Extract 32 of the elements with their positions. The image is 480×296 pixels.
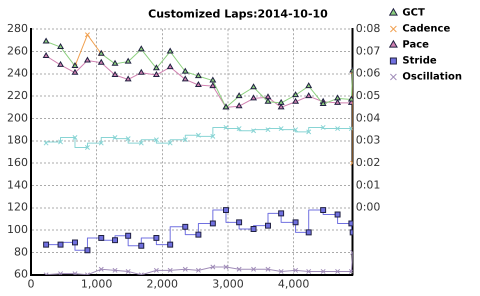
y-tick-label: 160 [6,156,28,170]
y2-tick-label: 0:06 [356,66,380,80]
y2-tick-label: 0:02 [356,156,380,170]
y-tick-label: 220 [6,89,28,102]
y-tick-label: 200 [6,111,28,124]
y2-tick-label: 0:07 [356,44,380,58]
x-tick-label: 4,000 [278,277,310,290]
y-tick-label: 140 [6,178,28,192]
y2-tick-label: 0:00 [356,200,380,214]
y2-tick-label: 0:04 [356,111,380,124]
y-tick-label: 100 [6,223,28,236]
x-tick-label: 2,000 [146,277,178,290]
y-tick-label: 260 [6,44,28,58]
y2-tick-label: 0:01 [356,178,380,192]
legend-label: Cadence [402,24,450,35]
y2-tick-label: 0:03 [356,134,380,147]
y-tick-label: 240 [6,66,28,80]
y-tick-label: 280 [6,22,28,36]
legend-label: GCT [402,8,425,19]
legend-label: Pace [402,40,430,51]
y-tick-label: 180 [6,134,28,147]
x-tick-label: 0 [27,277,34,290]
y-tick-label: 80 [14,245,28,258]
y2-tick-label: 0:05 [356,89,380,102]
x-tick-label: 1,000 [80,277,112,290]
x-tick-label: 3,000 [212,277,244,290]
legend-label: Oscillation [402,72,462,83]
legend-label: Stride [402,56,437,67]
y2-tick-label: 0:08 [356,22,380,36]
y-tick-label: 60 [14,268,28,281]
y-tick-label: 120 [6,200,28,214]
chart-title: Customized Laps:2014-10-10 [148,7,328,20]
